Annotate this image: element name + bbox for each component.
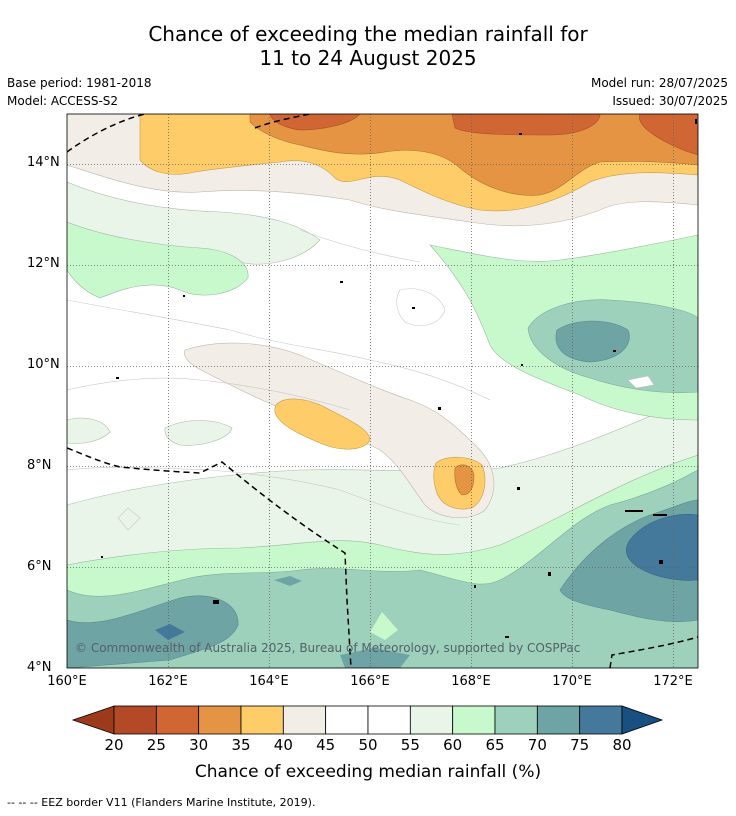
graticule — [67, 114, 698, 668]
colorbar-tick-label: 25 — [146, 736, 166, 754]
title-line-1: Chance of exceeding the median rainfall … — [148, 22, 588, 46]
region-north-25-30-b — [451, 114, 601, 136]
model-run: Model run: 28/07/2025 — [590, 76, 728, 90]
colorbar-tick-label: 60 — [443, 736, 463, 754]
issued-date: Issued: 30/07/2025 — [612, 94, 728, 108]
eez-border — [67, 114, 698, 668]
colorbar-tick-label: 40 — [273, 736, 293, 754]
region-75-80 — [626, 514, 698, 581]
colorbar-tick-label: 35 — [231, 736, 251, 754]
colorbar-tick-label: 20 — [104, 736, 124, 754]
map-frame — [66, 113, 699, 669]
meta-right: Model run: 28/07/2025 Issued: 30/07/2025 — [591, 74, 728, 110]
region-west-60-65 — [67, 221, 249, 299]
lat-tick-4: 4°N — [27, 660, 52, 675]
eez-legend: -- -- -- EEZ border V11 (Flanders Marine… — [7, 796, 316, 809]
region-center-30-35 — [454, 464, 475, 496]
colorbar-tick-label: 75 — [570, 736, 590, 754]
lat-tick-12: 12°N — [27, 256, 60, 271]
colorbar-segment — [579, 705, 623, 735]
lon-tick-166: 166°E — [350, 674, 390, 689]
copyright-notice: © Commonwealth of Australia 2025, Bureau… — [75, 641, 581, 655]
lon-tick-172: 172°E — [653, 674, 693, 689]
colorbar — [71, 705, 664, 735]
lon-tick-170: 170°E — [552, 674, 592, 689]
region-75-80-b — [155, 624, 185, 640]
region-60-65-b — [370, 612, 398, 640]
lon-tick-168: 168°E — [451, 674, 491, 689]
region-70-75-c — [274, 576, 302, 586]
model-name: Model: ACCESS-S2 — [7, 94, 119, 108]
colorbar-extend-low — [71, 705, 115, 735]
lat-tick-10: 10°N — [27, 357, 60, 372]
colorbar-segment — [325, 705, 369, 735]
region-north-25-30-c — [639, 114, 698, 156]
lon-tick-162: 162°E — [148, 674, 188, 689]
colorbar-segment — [409, 705, 454, 735]
region-70-75-d — [340, 648, 410, 668]
colorbar-tick-label: 45 — [316, 736, 336, 754]
title-line-2: 11 to 24 August 2025 — [259, 46, 477, 70]
lat-tick-6: 6°N — [27, 559, 52, 574]
contour-lines — [67, 229, 491, 531]
region-70-75 — [67, 595, 239, 668]
colorbar-segment — [452, 705, 496, 735]
colorbar-segment — [155, 705, 200, 735]
colorbar-segment — [536, 705, 581, 735]
colorbar-segment — [113, 705, 157, 735]
region-north-30-35 — [249, 114, 698, 196]
meta-left: Base period: 1981-2018 Model: ACCESS-S2 — [7, 74, 152, 110]
colorbar-tick-label: 80 — [612, 736, 632, 754]
lat-tick-14: 14°N — [27, 155, 60, 170]
colorbar-segment — [494, 705, 538, 735]
colorbar-label: Chance of exceeding median rainfall (%) — [194, 762, 542, 782]
region-central-35-40 — [274, 398, 371, 450]
region-west-55-60-b — [67, 417, 111, 444]
colorbar-tick-label: 65 — [485, 736, 505, 754]
colorbar-segment — [240, 705, 284, 735]
colorbar-segment — [198, 705, 242, 735]
lat-tick-8: 8°N — [27, 458, 52, 473]
colorbar-tick-label: 50 — [358, 736, 378, 754]
colorbar-tick-label: 70 — [527, 736, 547, 754]
region-east-70-75 — [555, 320, 630, 363]
colorbar-segment — [367, 705, 411, 735]
map-title: Chance of exceeding the median rainfall … — [0, 22, 736, 70]
region-east-white-hole — [627, 375, 655, 389]
island-specks — [101, 119, 697, 638]
lon-tick-160: 160°E — [47, 674, 87, 689]
colorbar-tick-label: 55 — [400, 736, 420, 754]
base-period: Base period: 1981-2018 — [7, 76, 152, 90]
colorbar-tick-label: 30 — [189, 736, 209, 754]
lon-tick-164: 164°E — [249, 674, 289, 689]
colorbar-segment — [282, 705, 327, 735]
colorbar-extend-high — [621, 705, 664, 735]
